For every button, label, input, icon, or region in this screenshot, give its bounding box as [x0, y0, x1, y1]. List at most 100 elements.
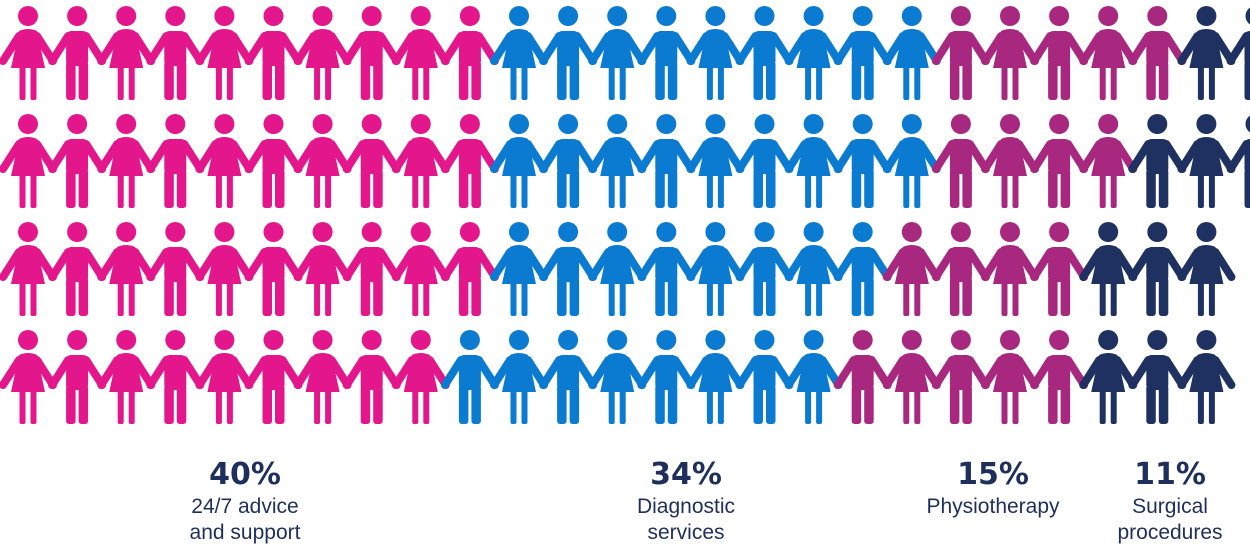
person-figure-diagnostic-services [686, 222, 745, 316]
person-figure-diagnostic-services [833, 114, 892, 208]
person-figure-24-7-advice-and-support [293, 330, 352, 424]
person-figure-24-7-advice-and-support [48, 114, 107, 208]
person-figure-24-7-advice-and-support [97, 6, 156, 100]
person-figure-diagnostic-services [735, 330, 794, 424]
person-figure-surgical-procedures [1177, 114, 1236, 208]
person-figure-diagnostic-services [490, 114, 548, 208]
person-figure-diagnostic-services [784, 330, 843, 424]
person-figure-24-7-advice-and-support [244, 114, 303, 208]
legend-physiotherapy: 15% Physiotherapy [873, 456, 1113, 520]
person-figure-surgical-procedures [1226, 7, 1250, 100]
person-figure-24-7-advice-and-support [342, 222, 401, 316]
percent-label: 34% [650, 457, 722, 492]
person-figure-diagnostic-services [784, 114, 843, 208]
person-figure-surgical-procedures [1079, 330, 1138, 424]
person-figure-physiotherapy [882, 330, 941, 424]
person-figure-diagnostic-services [440, 330, 499, 424]
person-figure-physiotherapy [931, 6, 990, 100]
person-figure-physiotherapy [931, 222, 990, 316]
person-figure-24-7-advice-and-support [391, 114, 450, 208]
person-figure-physiotherapy [1079, 114, 1138, 208]
person-figure-24-7-advice-and-support [342, 330, 401, 424]
person-figure-diagnostic-services [882, 6, 941, 100]
person-figure-diagnostic-services [539, 6, 598, 100]
person-figure-diagnostic-services [833, 6, 892, 100]
person-figure-diagnostic-services [784, 6, 843, 100]
person-figure-24-7-advice-and-support [391, 6, 450, 100]
person-figure-diagnostic-services [686, 330, 745, 424]
person-figure-physiotherapy [981, 222, 1039, 316]
person-figure-24-7-advice-and-support [146, 6, 205, 100]
person-figure-diagnostic-services [588, 330, 647, 424]
person-figure-diagnostic-services [490, 222, 548, 316]
person-figure-diagnostic-services [637, 6, 696, 100]
person-figure-diagnostic-services [490, 6, 548, 100]
person-figure-24-7-advice-and-support [195, 114, 254, 208]
person-figure-diagnostic-services [735, 6, 794, 100]
person-figure-24-7-advice-and-support [146, 330, 205, 424]
person-figure-surgical-procedures [1177, 6, 1236, 100]
person-figure-physiotherapy [1030, 330, 1089, 424]
person-figure-diagnostic-services [637, 330, 696, 424]
legend-surgical-procedures: 11% Surgical procedures [1050, 456, 1250, 546]
person-figure-physiotherapy [1030, 6, 1089, 100]
person-figure-diagnostic-services [539, 330, 598, 424]
category-label: Diagnostic services [636, 495, 736, 544]
person-figure-24-7-advice-and-support [293, 6, 352, 100]
person-figure-24-7-advice-and-support [97, 222, 156, 316]
person-figure-physiotherapy [1030, 222, 1089, 316]
person-figure-diagnostic-services [588, 114, 647, 208]
person-figure-24-7-advice-and-support [48, 6, 107, 100]
person-figure-surgical-procedures [1226, 115, 1250, 208]
person-figure-diagnostic-services [539, 114, 598, 208]
person-figure-diagnostic-services [588, 222, 647, 316]
percent-label: 15% [957, 457, 1029, 492]
person-figure-diagnostic-services [637, 114, 696, 208]
person-figure-physiotherapy [981, 114, 1039, 208]
person-figure-diagnostic-services [539, 222, 598, 316]
person-figure-24-7-advice-and-support [97, 330, 156, 424]
person-figure-surgical-procedures [1128, 114, 1187, 208]
person-figure-24-7-advice-and-support [440, 114, 499, 208]
person-figure-24-7-advice-and-support [48, 330, 107, 424]
person-figure-24-7-advice-and-support [195, 330, 254, 424]
person-figure-24-7-advice-and-support [293, 114, 352, 208]
person-figure-24-7-advice-and-support [342, 6, 401, 100]
person-figure-surgical-procedures [1128, 330, 1187, 424]
person-figure-24-7-advice-and-support [146, 114, 205, 208]
person-figure-24-7-advice-and-support [146, 222, 205, 316]
person-figure-physiotherapy [981, 330, 1039, 424]
category-label: 24/7 advice and support [189, 495, 301, 544]
person-figure-24-7-advice-and-support [0, 330, 57, 424]
person-figure-diagnostic-services [784, 222, 843, 316]
person-figure-surgical-procedures [1128, 222, 1187, 316]
person-figure-physiotherapy [1128, 6, 1187, 100]
person-figure-24-7-advice-and-support [440, 6, 499, 100]
person-figure-diagnostic-services [490, 330, 548, 424]
person-figure-physiotherapy [931, 114, 990, 208]
person-figure-surgical-procedures [1177, 222, 1236, 316]
person-figure-diagnostic-services [735, 114, 794, 208]
person-figure-surgical-procedures [1079, 222, 1138, 316]
person-figure-diagnostic-services [637, 222, 696, 316]
person-figure-24-7-advice-and-support [244, 222, 303, 316]
legend-diagnostic-services: 34% Diagnostic services [566, 456, 806, 546]
category-label: Surgical procedures [1117, 495, 1223, 544]
person-figure-24-7-advice-and-support [97, 114, 156, 208]
percent-label: 11% [1134, 457, 1206, 492]
person-figure-24-7-advice-and-support [48, 222, 107, 316]
person-figure-physiotherapy [1030, 114, 1089, 208]
person-figure-24-7-advice-and-support [244, 330, 303, 424]
person-figure-diagnostic-services [833, 222, 892, 316]
person-figure-surgical-procedures [1177, 330, 1236, 424]
person-figure-24-7-advice-and-support [342, 114, 401, 208]
person-figure-physiotherapy [931, 330, 990, 424]
legend-24-7-advice: 40% 24/7 advice and support [125, 456, 365, 546]
person-figure-24-7-advice-and-support [391, 222, 450, 316]
person-figure-diagnostic-services [735, 222, 794, 316]
person-figure-physiotherapy [1079, 6, 1138, 100]
person-figure-diagnostic-services [588, 6, 647, 100]
person-figure-physiotherapy [882, 222, 941, 316]
person-figure-24-7-advice-and-support [0, 222, 57, 316]
